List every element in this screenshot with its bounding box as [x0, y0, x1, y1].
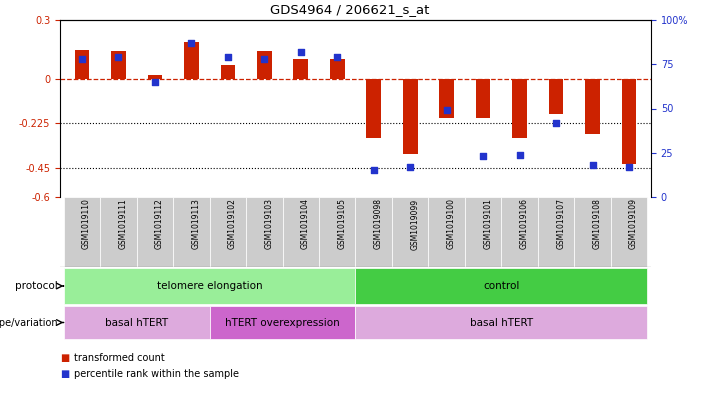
Text: GSM1019112: GSM1019112	[155, 198, 164, 249]
Point	[514, 151, 525, 158]
Bar	[319, 197, 355, 267]
Bar	[538, 197, 574, 267]
Text: GSM1019107: GSM1019107	[556, 198, 565, 250]
Text: basal hTERT: basal hTERT	[470, 318, 533, 327]
Text: GSM1019111: GSM1019111	[118, 198, 128, 249]
Point	[441, 107, 452, 114]
Bar	[440, 79, 454, 118]
Point	[332, 54, 343, 60]
Text: GSM1019099: GSM1019099	[410, 198, 419, 250]
Bar	[257, 51, 271, 79]
Text: genotype/variation: genotype/variation	[0, 318, 58, 327]
Text: GSM1019106: GSM1019106	[519, 198, 529, 250]
Bar	[355, 306, 647, 339]
Point	[186, 40, 197, 46]
Point	[149, 79, 161, 85]
Text: GSM1019104: GSM1019104	[301, 198, 310, 250]
Bar	[221, 65, 235, 79]
Point	[587, 162, 598, 168]
Text: percentile rank within the sample: percentile rank within the sample	[74, 369, 239, 379]
Text: ■: ■	[60, 353, 69, 363]
Bar	[210, 306, 355, 339]
Bar	[283, 197, 319, 267]
Text: hTERT overexpression: hTERT overexpression	[225, 318, 340, 327]
Text: GSM1019103: GSM1019103	[264, 198, 273, 250]
Bar	[64, 306, 210, 339]
Text: GSM1019108: GSM1019108	[592, 198, 601, 249]
Bar	[549, 79, 564, 114]
Bar	[574, 197, 611, 267]
Point	[623, 164, 634, 170]
Point	[477, 153, 489, 160]
Bar	[355, 268, 647, 304]
Bar	[367, 79, 381, 138]
Point	[76, 56, 88, 62]
Text: control: control	[483, 281, 519, 291]
Bar	[476, 79, 491, 118]
Bar	[512, 79, 527, 138]
Point	[113, 54, 124, 60]
Text: protocol: protocol	[15, 281, 58, 291]
Bar	[184, 42, 198, 79]
Text: GSM1019109: GSM1019109	[629, 198, 638, 250]
Text: GDS4964 / 206621_s_at: GDS4964 / 206621_s_at	[270, 3, 430, 16]
Bar	[111, 51, 125, 79]
Point	[259, 56, 270, 62]
Point	[368, 167, 379, 174]
Bar	[330, 59, 345, 79]
Bar	[64, 268, 355, 304]
Bar	[294, 59, 308, 79]
Bar	[501, 197, 538, 267]
Bar	[465, 197, 501, 267]
Text: GSM1019102: GSM1019102	[228, 198, 237, 249]
Bar	[403, 79, 418, 154]
Point	[404, 164, 416, 170]
Bar	[392, 197, 428, 267]
Bar	[147, 75, 162, 79]
Bar	[355, 197, 392, 267]
Text: GSM1019101: GSM1019101	[483, 198, 492, 249]
Bar	[64, 197, 100, 267]
Point	[295, 49, 306, 55]
Bar	[74, 50, 89, 79]
Text: GSM1019110: GSM1019110	[82, 198, 91, 249]
Text: GSM1019100: GSM1019100	[447, 198, 456, 250]
Point	[222, 54, 233, 60]
Bar	[611, 197, 647, 267]
Bar	[173, 197, 210, 267]
Bar	[622, 79, 637, 163]
Bar	[210, 197, 246, 267]
Text: telomere elongation: telomere elongation	[157, 281, 262, 291]
Text: transformed count: transformed count	[74, 353, 165, 363]
Text: ■: ■	[60, 369, 69, 379]
Bar	[585, 79, 600, 134]
Text: GSM1019113: GSM1019113	[191, 198, 200, 249]
Text: basal hTERT: basal hTERT	[105, 318, 168, 327]
Text: GSM1019105: GSM1019105	[337, 198, 346, 250]
Bar	[100, 197, 137, 267]
Text: GSM1019098: GSM1019098	[374, 198, 383, 250]
Bar	[428, 197, 465, 267]
Bar	[137, 197, 173, 267]
Point	[550, 119, 562, 126]
Bar	[246, 197, 283, 267]
